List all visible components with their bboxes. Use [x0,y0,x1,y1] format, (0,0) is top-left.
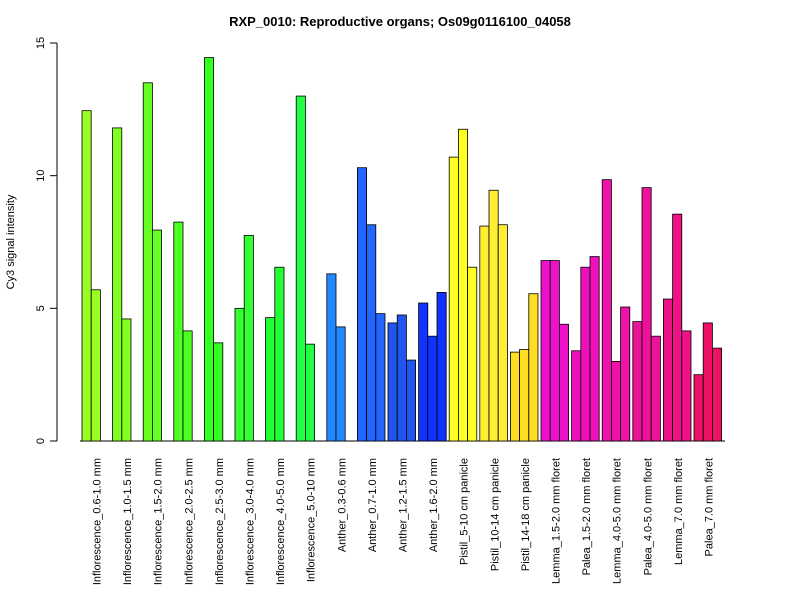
bar-10-1 [356,167,367,442]
bar-7-1 [265,317,276,442]
y-axis-label: Cy3 signal intensity [5,194,17,289]
bar-10-2 [366,224,377,442]
bar-3-1 [142,82,153,442]
bar-16-3 [559,323,570,442]
x-tick-label: Inflorescence_1.0-1.5 mm [122,458,134,585]
bar-8-2 [304,343,315,442]
x-tick-label: Anther_0.3-0.6 mm [336,458,348,552]
bar-6-2 [243,234,254,442]
bar-12-2 [427,335,438,442]
x-tick-label: Lemma_7.0 mm floret [673,458,685,565]
bar-21-2 [702,322,713,442]
bar-21-3 [712,347,723,442]
bar-18-3 [620,306,631,442]
bar-5-1 [203,57,214,442]
x-tick-label: Lemma_4.0-5.0 mm floret [612,458,624,584]
bar-17-2 [580,266,591,442]
bar-7-2 [274,266,285,442]
x-tick-label: Palea_7.0 mm floret [704,458,716,556]
chart-title: RXP_0010: Reproductive organs; Os09g0116… [229,14,571,29]
bar-21-1 [693,374,704,442]
bar-16-2 [549,260,560,442]
x-tick-label: Inflorescence_0.6-1.0 mm [92,458,104,585]
bar-10-3 [375,313,386,442]
bar-18-1 [601,179,612,442]
x-tick-label: Inflorescence_2.0-2.5 mm [183,458,195,585]
bar-19-3 [650,335,661,442]
bar-17-3 [589,256,600,442]
bar-4-1 [173,221,184,442]
bar-20-2 [672,213,683,442]
x-tick-label: Pistil_10-14 cm panicle [489,458,501,571]
x-tick-label: Lemma_1.5-2.0 mm floret [551,458,563,584]
bar-13-3 [467,266,478,442]
bar-16-1 [540,260,551,442]
bar-11-3 [405,359,416,442]
bar-13-1 [448,156,459,442]
x-tick-label: Pistil_5-10 cm panicle [459,458,471,565]
bar-2-2 [121,318,132,442]
bar-12-3 [436,292,447,442]
x-tick-label: Anther_1.6-2.0 mm [428,458,440,552]
bar-15-2 [519,349,530,442]
bar-20-1 [663,298,674,442]
bar-9-2 [335,326,346,442]
bar-20-3 [681,330,692,442]
x-tick-label: Pistil_14-18 cm panicle [520,458,532,571]
bar-1-2 [90,289,101,442]
bar-14-1 [479,225,490,442]
x-tick-label: Anther_0.7-1.0 mm [367,458,379,552]
bar-3-2 [151,229,162,442]
bar-8-1 [295,95,306,442]
bar-18-2 [611,360,622,442]
x-tick-label: Palea_1.5-2.0 mm floret [581,458,593,575]
bar-19-1 [632,321,643,442]
x-tick-label: Anther_1.2-1.5 mm [398,458,410,552]
plot-area: 0 5 10 15 Inflorescence_0.6-1.0 mm Infloresce… [35,37,725,585]
bar-14-2 [488,189,499,442]
bar-17-1 [571,350,582,442]
bar-2-1 [112,127,123,442]
y-tick-label: 5 [35,305,47,311]
bar-11-1 [387,322,398,442]
x-tick-label: Inflorescence_1.5-2.0 mm [153,458,165,585]
bar-1-1 [81,110,92,442]
bar-19-2 [641,187,652,442]
bar-13-2 [457,128,468,442]
bar-11-2 [396,314,407,442]
y-tick-label: 0 [35,438,47,444]
bar-15-3 [528,293,539,442]
bar-15-1 [509,351,520,442]
y-tick-label: 15 [35,37,47,49]
x-tick-label: Inflorescence_3.0-4.0 mm [245,458,257,585]
y-tick-label: 10 [35,170,47,182]
bar-5-2 [213,342,224,442]
bar-14-3 [497,224,508,442]
bar-4-2 [182,330,193,442]
bar-6-1 [234,307,245,442]
bar-12-1 [418,302,429,442]
bar-9-1 [326,273,337,442]
x-tick-label: Inflorescence_2.5-3.0 mm [214,458,226,585]
x-tick-label: Palea_4.0-5.0 mm floret [642,458,654,575]
x-tick-label: Inflorescence_4.0-5.0 mm [275,458,287,585]
x-tick-label: Inflorescence_5.0-10 mm [306,458,318,582]
